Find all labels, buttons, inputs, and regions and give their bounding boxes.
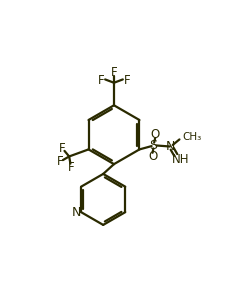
- Text: O: O: [150, 128, 159, 141]
- Text: NH: NH: [171, 153, 188, 166]
- Text: F: F: [59, 142, 65, 155]
- Text: O: O: [147, 150, 156, 163]
- Text: F: F: [123, 74, 130, 87]
- Text: F: F: [110, 66, 117, 79]
- Text: F: F: [68, 161, 74, 173]
- Text: CH₃: CH₃: [182, 133, 201, 142]
- Text: N: N: [72, 206, 81, 219]
- Text: F: F: [98, 74, 104, 87]
- Text: N: N: [166, 140, 175, 153]
- Text: S: S: [149, 139, 157, 152]
- Text: F: F: [56, 155, 63, 168]
